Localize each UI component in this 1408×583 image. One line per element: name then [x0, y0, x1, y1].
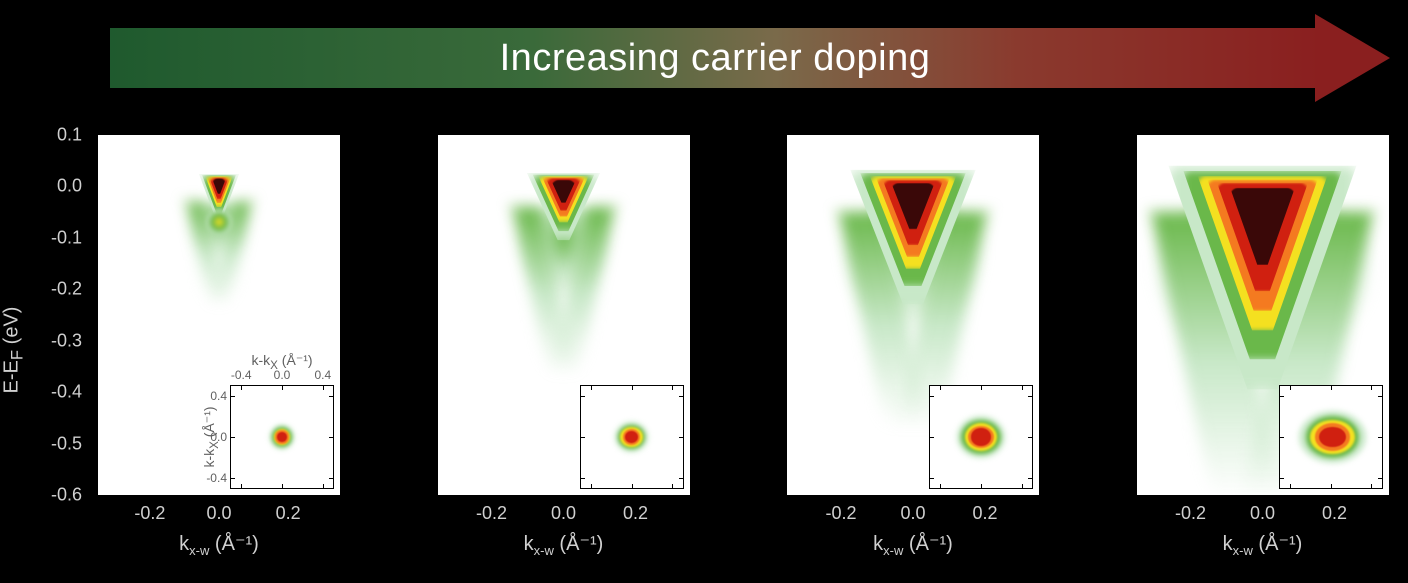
- fermi-surface-inset: k-kX (Å⁻¹)k-kX (Å⁻¹)-0.40.00.40.40.0-0.4: [230, 385, 334, 489]
- arpes-plot: [1137, 135, 1389, 495]
- panel-2: -0.2 0.0 0.2 kx-w (Å⁻¹): [719, 135, 1041, 565]
- arrow-label: Increasing carrier doping: [110, 28, 1320, 88]
- inset-spot-layer: [277, 432, 287, 442]
- x-tick: 0.0: [900, 503, 925, 524]
- y-tick: -0.4: [32, 382, 82, 403]
- x-axis-label: kx-w (Å⁻¹): [1137, 531, 1389, 558]
- x-axis-ticks: -0.2 0.0 0.2: [438, 503, 690, 527]
- x-tick: -0.2: [825, 503, 856, 524]
- panel-3: -0.2 0.0 0.2 kx-w (Å⁻¹): [1069, 135, 1391, 565]
- x-tick: 0.0: [551, 503, 576, 524]
- x-tick: 0.2: [1322, 503, 1347, 524]
- x-tick: -0.2: [1175, 503, 1206, 524]
- arpes-plot: k-kX (Å⁻¹)k-kX (Å⁻¹)-0.40.00.40.40.0-0.4: [98, 135, 340, 495]
- doping-arrow: Increasing carrier doping: [110, 28, 1390, 88]
- fermi-surface-inset: [929, 385, 1033, 489]
- y-axis-label: E-EF (eV): [1, 307, 28, 394]
- panel-0: E-EF (eV)0.10.0-0.1-0.2-0.3-0.4-0.5-0.6k…: [20, 135, 342, 565]
- inset-spot-layer: [1319, 427, 1346, 448]
- panel-1: -0.2 0.0 0.2 kx-w (Å⁻¹): [370, 135, 692, 565]
- x-tick: 0.2: [276, 503, 301, 524]
- y-tick: -0.3: [32, 330, 82, 351]
- y-tick: -0.6: [32, 485, 82, 506]
- y-tick: 0.0: [32, 176, 82, 197]
- y-tick: -0.1: [32, 227, 82, 248]
- fermi-surface-inset: [1279, 385, 1383, 489]
- x-tick: 0.0: [206, 503, 231, 524]
- inset-y-ticks: 0.40.0-0.4: [197, 386, 227, 488]
- arpes-plot: [438, 135, 690, 495]
- y-tick: -0.2: [32, 279, 82, 300]
- y-tick: 0.1: [32, 125, 82, 146]
- x-tick: 0.2: [623, 503, 648, 524]
- secondary-spot: [207, 210, 232, 235]
- x-axis-label: kx-w (Å⁻¹): [787, 531, 1039, 558]
- fermi-surface-inset: [580, 385, 684, 489]
- x-tick: -0.2: [476, 503, 507, 524]
- y-tick: -0.5: [32, 433, 82, 454]
- x-axis-label: kx-w (Å⁻¹): [438, 531, 690, 558]
- x-axis-ticks: -0.2 0.0 0.2: [787, 503, 1039, 527]
- x-tick: 0.0: [1250, 503, 1275, 524]
- arrow-head: [1315, 14, 1390, 102]
- arpes-plot: [787, 135, 1039, 495]
- y-axis-ticks: 0.10.0-0.1-0.2-0.3-0.4-0.5-0.6: [32, 135, 82, 495]
- inset-x-ticks: -0.40.00.4: [231, 368, 333, 382]
- x-tick: 0.2: [972, 503, 997, 524]
- x-axis-label: kx-w (Å⁻¹): [98, 531, 340, 558]
- inset-spot-layer: [971, 428, 991, 445]
- x-tick: -0.2: [134, 503, 165, 524]
- panel-row: E-EF (eV)0.10.0-0.1-0.2-0.3-0.4-0.5-0.6k…: [20, 135, 1390, 565]
- x-axis-ticks: -0.2 0.0 0.2: [1137, 503, 1389, 527]
- x-axis-ticks: -0.2 0.0 0.2: [98, 503, 340, 527]
